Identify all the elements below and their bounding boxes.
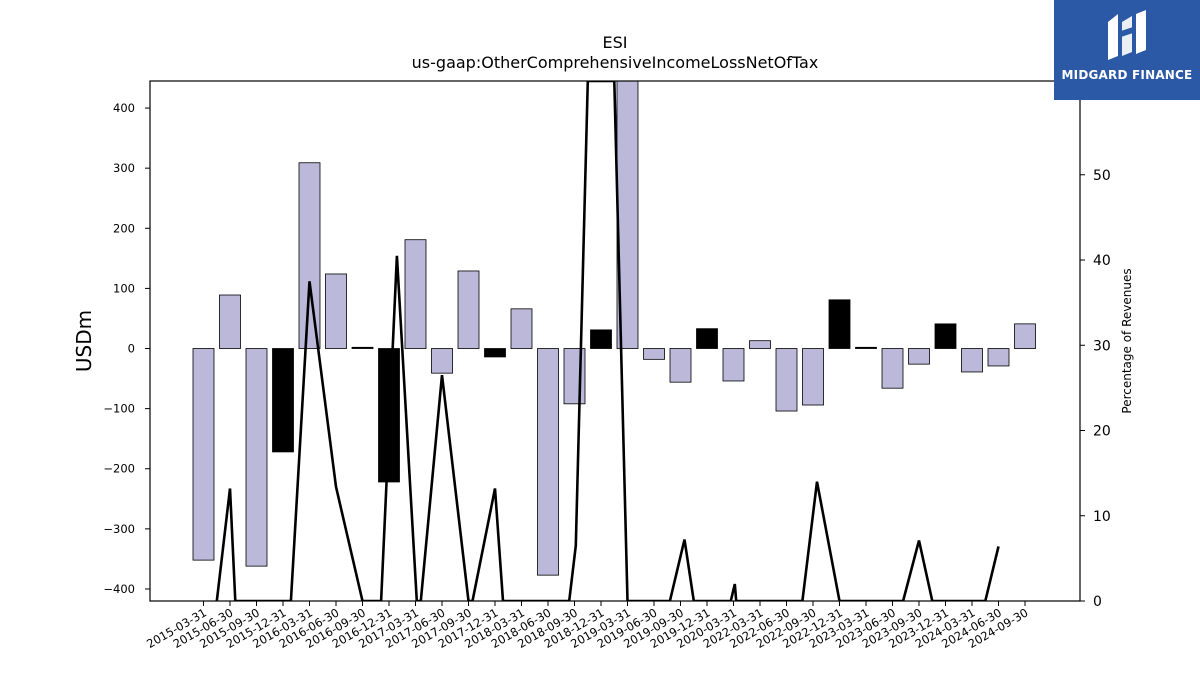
bar-2015-06-30 <box>219 294 241 349</box>
chart-title: ESI <box>603 33 628 52</box>
y-tick-label: 100 <box>113 281 135 295</box>
bar-2022-12-31 <box>828 299 851 349</box>
y-tick-label: −200 <box>103 462 135 476</box>
revenue-percentage-line <box>215 81 1000 601</box>
right-axis: 0 10 20 30 40 50 <box>1080 168 1111 610</box>
right-axis-label: Percentage of Revenues <box>1120 268 1134 413</box>
logo-text: MIDGARD FINANCE <box>1061 68 1193 82</box>
chart-subtitle: us-gaap:OtherComprehensiveIncomeLossNetO… <box>412 53 819 72</box>
y-tick-label: 0 <box>128 342 135 356</box>
y-tick-label: 200 <box>113 221 135 235</box>
y-tick-label: 400 <box>113 101 135 115</box>
bar-2024-09-30 <box>1014 323 1036 349</box>
right-tick-label: 0 <box>1093 594 1102 610</box>
y-axis-label: USDm <box>72 310 96 372</box>
right-tick-label: 10 <box>1093 509 1111 525</box>
bar-2019-12-31 <box>696 328 718 349</box>
bar-2023-12-31 <box>934 323 957 349</box>
bars-layer <box>192 81 1036 576</box>
bar-2018-06-30 <box>537 348 559 576</box>
bar-2019-09-30 <box>669 348 692 383</box>
bar-2020-03-31 <box>722 348 745 382</box>
right-tick-label: 50 <box>1093 168 1111 184</box>
bar-2015-03-31 <box>192 348 215 561</box>
bar-2024-03-31 <box>961 348 983 373</box>
bar-2019-06-30 <box>643 348 665 360</box>
bar-2017-06-30 <box>431 348 453 374</box>
y-tick-label: −400 <box>103 582 135 596</box>
bar-2016-09-30 <box>351 346 374 349</box>
bar-2018-03-31 <box>510 308 533 349</box>
plot-frame <box>149 80 1081 602</box>
right-tick-label: 30 <box>1093 338 1111 354</box>
bar-2015-09-30 <box>245 348 268 567</box>
bar-2015-12-31 <box>272 348 294 453</box>
bar-2017-03-31 <box>404 239 427 349</box>
y-tick-label: −100 <box>103 402 135 416</box>
midgard-finance-logo: MIDGARD FINANCE <box>1054 0 1200 100</box>
bar-2017-09-30 <box>457 270 480 349</box>
bar-2017-12-31 <box>484 348 506 358</box>
bar-2016-06-30 <box>325 273 347 349</box>
left-axis: −400 −300 −200 −100 0 100 200 300 400 <box>103 101 150 596</box>
logo-icon <box>1108 10 1146 60</box>
bar-2022-06-30 <box>775 348 798 412</box>
bar-2023-03-31 <box>855 346 877 349</box>
right-tick-label: 20 <box>1093 424 1111 440</box>
bar-2016-03-31 <box>298 162 321 349</box>
y-tick-label: 300 <box>113 161 135 175</box>
bar-2022-03-31 <box>749 340 771 349</box>
bar-2023-06-30 <box>881 348 904 389</box>
bar-2023-09-30 <box>908 348 930 365</box>
right-tick-label: 40 <box>1093 253 1111 269</box>
line-layer <box>215 81 1000 601</box>
bar-2024-06-30 <box>987 348 1010 367</box>
bar-2022-09-30 <box>802 348 824 406</box>
x-axis: 2015-03-312015-06-302015-09-302015-12-31… <box>144 601 1031 651</box>
bar-2018-12-31 <box>590 329 612 349</box>
y-tick-label: −300 <box>103 522 135 536</box>
